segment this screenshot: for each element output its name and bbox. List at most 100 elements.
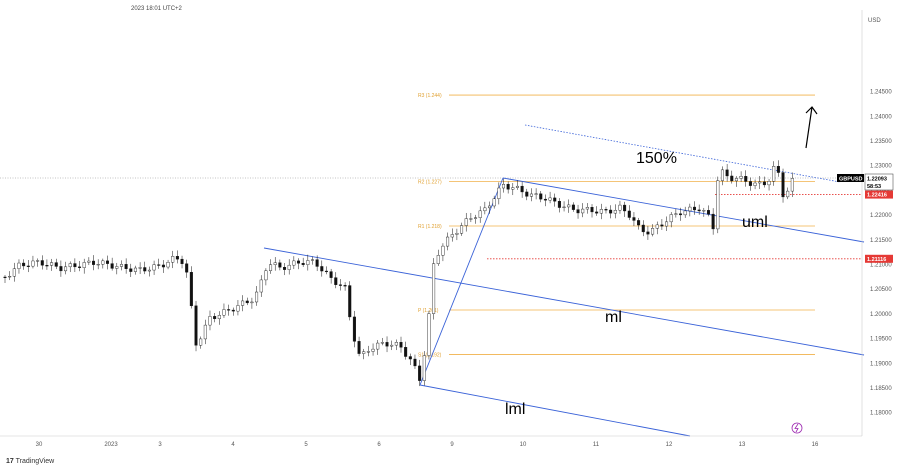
candle-body [82, 262, 86, 268]
lightning-icon[interactable] [791, 422, 803, 434]
candle-body [320, 266, 324, 272]
candle-body [618, 204, 622, 211]
candle-body [543, 198, 547, 201]
candle-body [45, 265, 49, 267]
candle-body [152, 264, 156, 271]
chart-timestamp: 2023 18:01 UTC+2 [131, 6, 183, 12]
x-tick-label: 10 [520, 442, 527, 448]
candle-body [753, 182, 757, 186]
candle-body [595, 211, 599, 214]
x-tick-label: 3 [158, 442, 162, 448]
candle-body [78, 266, 82, 268]
candle-body [394, 342, 398, 346]
candle-body [478, 210, 482, 218]
candle-body [669, 214, 673, 223]
candle-body [469, 218, 473, 220]
candle-body [683, 210, 687, 216]
candle-body [147, 269, 151, 272]
candle-body [12, 268, 16, 277]
candle-body [446, 236, 450, 247]
candle-body [748, 181, 752, 186]
pitchfork [263, 124, 865, 437]
candle-body [59, 266, 63, 272]
price-tags: GBPUSD 1.22093 58:53 1.22416 1.21116 [837, 173, 894, 263]
candle-body [245, 300, 249, 304]
warning-line [524, 124, 841, 183]
candlesticks [3, 160, 794, 387]
lightning-bolt [794, 423, 799, 433]
candle-body [408, 356, 412, 360]
candle-body [324, 270, 328, 273]
countdown-label: 58:53 [867, 184, 881, 190]
axis-currency: USD [868, 18, 881, 24]
pivot-label: P (1.201) [418, 308, 439, 314]
symbol-label: GBPUSD [839, 177, 863, 183]
y-tick-label: 1.21000 [870, 263, 892, 269]
candle-body [520, 185, 524, 193]
candle-body [585, 207, 589, 210]
pivot-label: R2 (1.227) [418, 180, 442, 186]
candle-body [576, 209, 580, 214]
tradingview-logo[interactable]: 17 TradingView [6, 458, 55, 465]
candle-body [655, 224, 659, 229]
y-tick-label: 1.21500 [870, 238, 892, 244]
candle-body [231, 309, 235, 312]
candle-body [329, 271, 333, 278]
pivot-label: R3 (1.244) [418, 93, 442, 99]
candle-body [371, 348, 375, 352]
candle-body [255, 291, 259, 303]
y-tick-label: 1.23000 [870, 164, 892, 170]
candle-body [539, 193, 543, 200]
candle-body [548, 197, 552, 201]
y-tick-label: 1.18000 [870, 411, 892, 417]
candle-body [474, 217, 478, 219]
candle-body [310, 259, 314, 261]
candle-body [464, 218, 468, 226]
annotations: 150% uml ml lml [505, 106, 818, 434]
annotation-150: 150% [636, 150, 677, 167]
candle-body [413, 358, 417, 367]
candle-body [96, 264, 100, 266]
x-tick-label: 2023 [104, 442, 118, 448]
candle-body [758, 181, 762, 184]
candle-body [222, 309, 226, 316]
y-tick-label: 1.18500 [870, 386, 892, 392]
candle-body [418, 365, 422, 381]
candle-body [241, 300, 245, 306]
candle-body [525, 191, 529, 197]
candle-body [26, 265, 30, 267]
candle-body [175, 256, 179, 260]
candle-body [213, 316, 217, 320]
x-tick-label: 16 [812, 442, 819, 448]
candle-body [50, 262, 54, 266]
candle-body [488, 205, 492, 209]
candle-body [250, 301, 254, 304]
candle-body [739, 176, 743, 179]
candle-body [362, 351, 366, 354]
x-tick-label: 4 [231, 442, 235, 448]
candle-body [36, 260, 40, 262]
candle-body [627, 210, 631, 218]
candle-body [432, 263, 436, 314]
candle-body [352, 316, 356, 342]
candle-body [157, 264, 161, 266]
candle-body [133, 267, 137, 272]
candle-body [506, 184, 510, 190]
candle-body [338, 284, 342, 286]
candle-body [455, 233, 459, 235]
candle-body [427, 313, 431, 356]
candle-body [734, 178, 738, 182]
candle-body [571, 204, 575, 210]
candle-body [31, 260, 35, 267]
candle-body [40, 260, 44, 266]
candle-body [306, 260, 310, 265]
candle-body [562, 206, 566, 208]
x-tick-label: 6 [377, 442, 381, 448]
x-tick-label: 12 [666, 442, 673, 448]
candle-body [581, 208, 585, 214]
candle-body [492, 198, 496, 207]
candle-body [646, 231, 650, 235]
candle-body [380, 342, 384, 344]
candle-body [660, 224, 664, 227]
